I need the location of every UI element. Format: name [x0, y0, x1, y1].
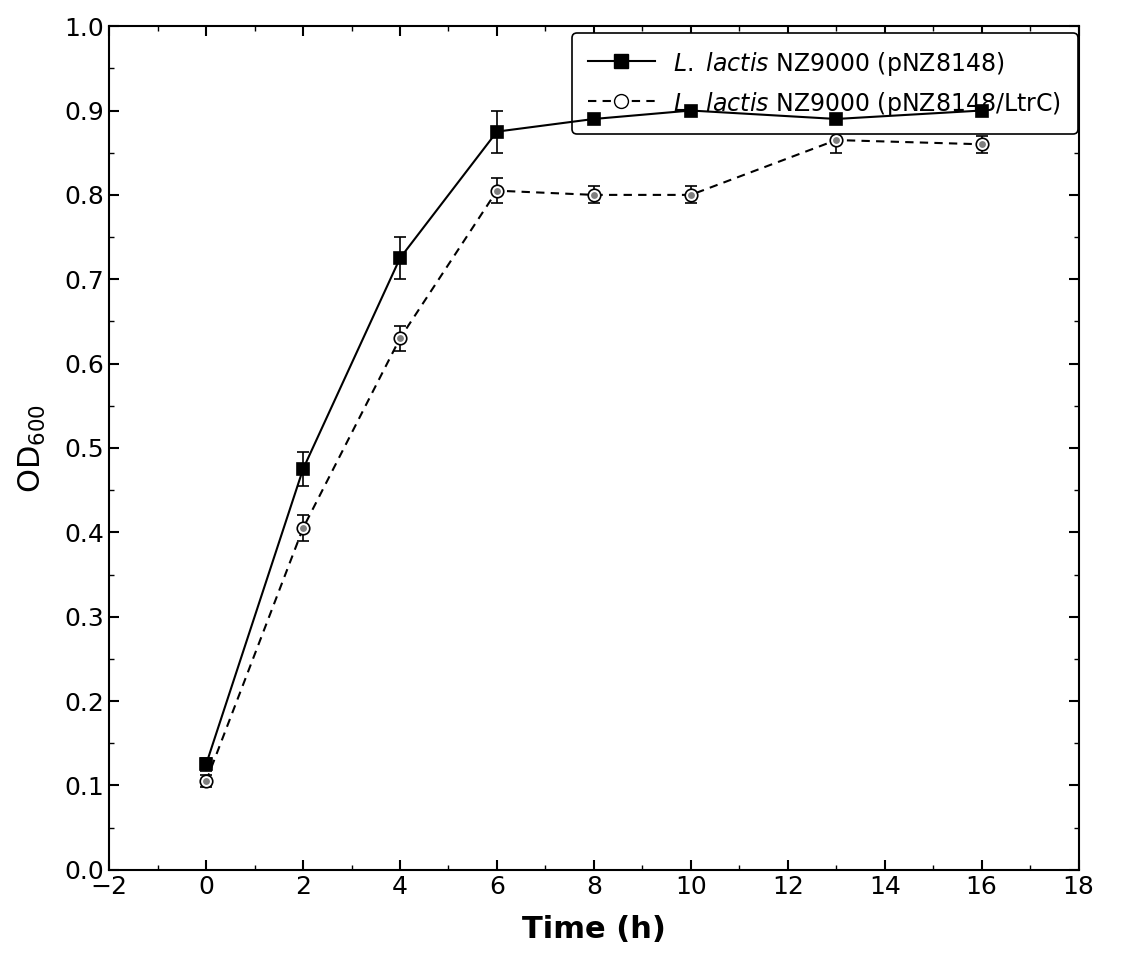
Y-axis label: OD$_{600}$: OD$_{600}$: [17, 404, 48, 493]
Legend: $\it{L.}$ $\it{lactis}$ NZ9000 (pNZ8148), $\it{L.}$ $\it{lactis}$ NZ9000 (pNZ814: $\it{L.}$ $\it{lactis}$ NZ9000 (pNZ8148)…: [572, 34, 1077, 135]
X-axis label: Time (h): Time (h): [522, 915, 666, 945]
